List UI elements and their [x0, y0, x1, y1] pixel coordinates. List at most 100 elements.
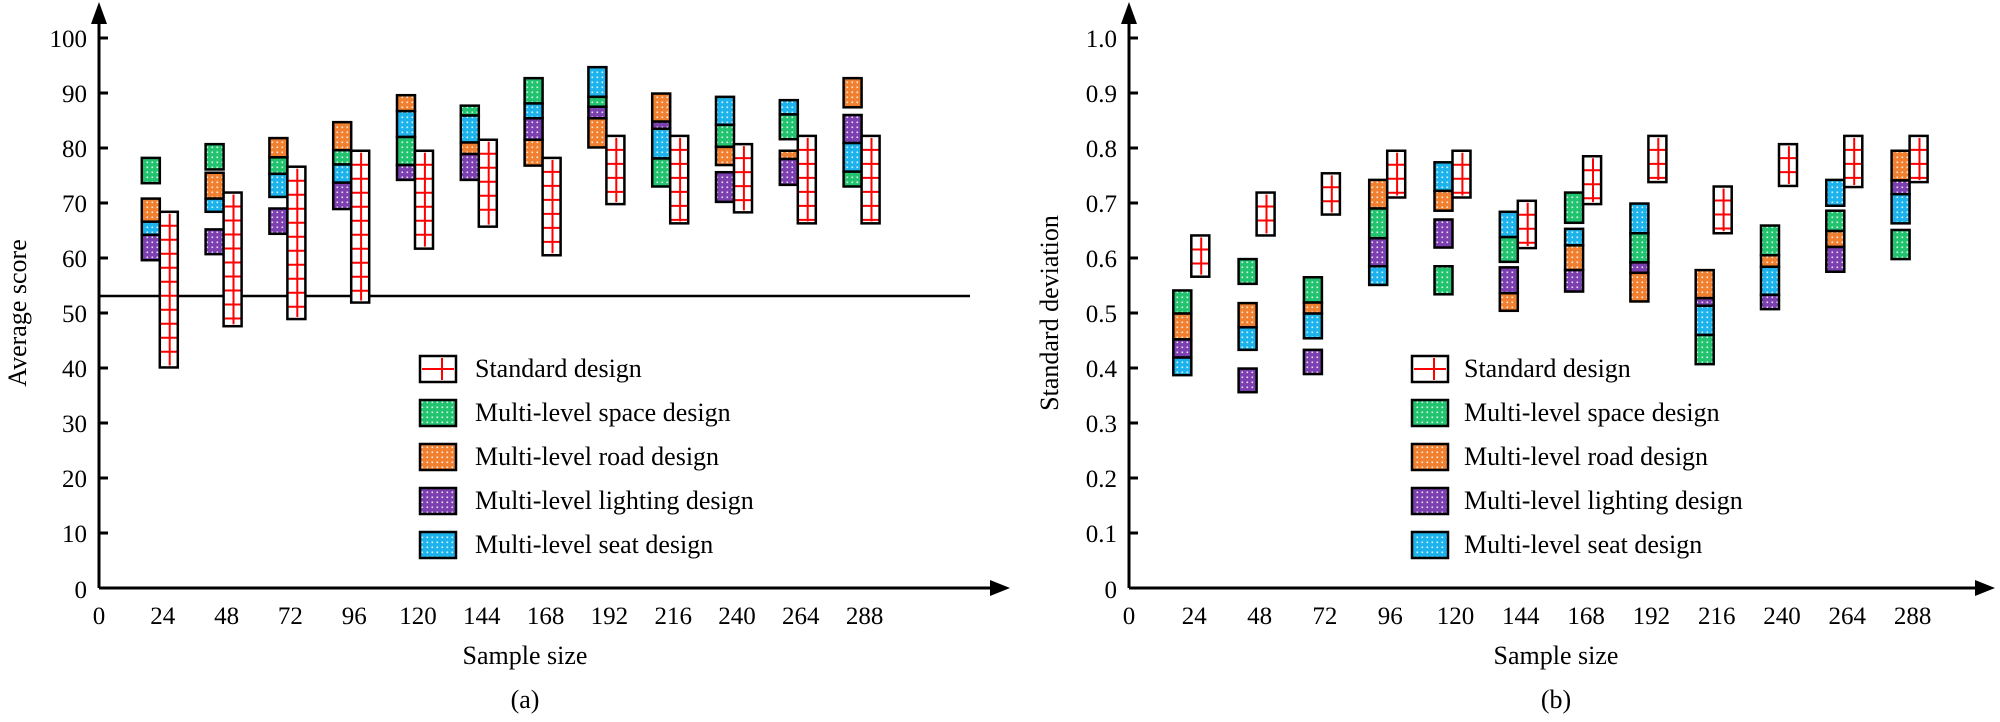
bar-road-48 — [204, 171, 225, 200]
standard-bar-outline — [1451, 149, 1472, 199]
x-axis-title: Sample size — [1494, 641, 1619, 670]
legend-swatch-road — [1410, 442, 1450, 472]
bar-space-120 — [395, 135, 417, 167]
legend-swatch-seat — [1410, 530, 1450, 560]
bar-seat-24 — [140, 220, 162, 237]
bar-lighting-144 — [1498, 266, 1520, 295]
x-tick-label: 264 — [1829, 603, 1867, 630]
bar-lighting-168 — [1563, 268, 1585, 293]
category-group-120 — [1433, 149, 1472, 296]
bar-space-168 — [523, 76, 544, 105]
y-tick-label: 100 — [50, 26, 88, 53]
bar-seat-240 — [714, 95, 736, 127]
y-axis-title: Standard deviation — [1035, 215, 1064, 411]
y-tick-label: 0 — [1105, 577, 1118, 604]
category-group-168 — [523, 76, 562, 257]
y-tick-label: 0.6 — [1086, 246, 1117, 273]
bar-standard-48 — [222, 191, 243, 328]
bar-standard-144 — [477, 138, 499, 228]
category-group-120 — [395, 93, 435, 250]
standard-bar-outline — [1190, 234, 1211, 278]
bar-standard-240 — [1777, 142, 1799, 188]
standard-bar-outline — [286, 165, 307, 321]
bar-space-72 — [1302, 276, 1324, 304]
x-tick-label: 120 — [1437, 603, 1475, 630]
bar-seat-216 — [650, 127, 672, 160]
bar-lighting-144 — [459, 152, 481, 182]
bar-road-192 — [587, 117, 608, 149]
legend-swatch-space — [1410, 398, 1450, 428]
standard-bar-outline — [1908, 134, 1929, 184]
y-tick-label: 70 — [62, 191, 87, 218]
bar-lighting-72 — [1302, 348, 1324, 376]
bar-seat-264 — [778, 98, 800, 116]
legend-swatch-road — [418, 442, 458, 472]
bar-seat-96 — [1367, 265, 1389, 287]
x-tick-label: 24 — [150, 603, 176, 630]
bar-seat-96 — [331, 163, 353, 184]
bar-space-24 — [1172, 289, 1193, 315]
category-group-240 — [714, 95, 754, 214]
bar-seat-24 — [1172, 356, 1193, 377]
legend-label: Multi-level seat design — [475, 530, 713, 559]
legend-item-seat: Multi-level seat design — [1410, 530, 1702, 560]
category-group-288 — [842, 76, 881, 225]
legend-item-lighting: Multi-level lighting design — [418, 486, 754, 516]
bar-standard-120 — [1451, 149, 1472, 199]
x-tick-label: 24 — [1182, 603, 1208, 630]
bar-lighting-24 — [1172, 338, 1193, 359]
y-tick-label: 0.8 — [1086, 136, 1117, 163]
x-tick-label: 72 — [278, 603, 303, 630]
bar-lighting-168 — [523, 117, 544, 142]
y-tick-label: 0.9 — [1086, 81, 1117, 108]
bar-standard-96 — [1385, 149, 1407, 199]
standard-bar-outline — [477, 138, 499, 228]
bar-lighting-48 — [204, 228, 225, 256]
bar-space-288 — [842, 170, 863, 188]
legend: Standard design Multi-level space design M… — [1410, 354, 1743, 560]
x-tick-label: 240 — [1763, 603, 1801, 630]
x-tick-label: 96 — [342, 603, 367, 630]
standard-bar-outline — [1712, 185, 1733, 235]
x-tick-label: 48 — [1247, 603, 1272, 630]
category-group-216 — [650, 92, 690, 225]
x-tick-label: 264 — [782, 603, 820, 630]
bar-space-96 — [331, 148, 353, 166]
bar-space-240 — [1759, 224, 1781, 257]
category-group-288 — [1890, 134, 1929, 261]
bar-seat-288 — [842, 141, 863, 173]
standard-bar-outline — [732, 142, 754, 214]
category-group-48 — [204, 142, 243, 328]
standard-bar-outline — [222, 191, 243, 328]
legend-item-standard: Standard design — [1410, 354, 1631, 384]
y-tick-label: 0.2 — [1086, 466, 1117, 493]
bar-seat-48 — [1237, 326, 1258, 352]
legend-label: Multi-level space design — [475, 398, 731, 427]
category-group-24 — [140, 156, 180, 369]
bar-standard-120 — [413, 149, 435, 250]
panel-b-standard-deviation: 0 0.1 0.2 0.3 0.4 0.5 0.6 0.7 0.8 0.9 1.0 0 24 48 72 96… — [1035, 2, 1995, 714]
bar-road-216 — [650, 92, 672, 123]
bar-standard-288 — [860, 134, 881, 225]
bar-space-168 — [1563, 191, 1585, 225]
standard-bar-outline — [541, 156, 562, 257]
bar-standard-192 — [1647, 134, 1668, 184]
legend-swatch-lighting — [418, 486, 458, 516]
category-group-192 — [587, 65, 626, 206]
bar-road-288 — [842, 76, 863, 109]
bar-space-288 — [1890, 228, 1911, 261]
bar-lighting-288 — [842, 113, 863, 145]
y-tick-label: 0.7 — [1086, 191, 1117, 218]
bar-seat-264 — [1825, 178, 1846, 207]
legend-label: Standard design — [475, 354, 642, 383]
y-tick-label: 90 — [62, 81, 87, 108]
panel-a-average-score: 0 10 20 30 40 50 60 70 80 90 100 0 24 48 72 96 120 144 168… — [3, 2, 1010, 714]
category-group-216 — [1694, 185, 1733, 366]
category-group-144 — [459, 104, 499, 228]
legend-label: Multi-level road design — [1464, 442, 1708, 471]
x-tick-label: 144 — [463, 603, 501, 630]
category-group-48 — [1237, 191, 1276, 394]
bar-seat-288 — [1890, 192, 1911, 225]
bar-space-216 — [1694, 333, 1715, 366]
bar-road-216 — [1694, 268, 1715, 300]
